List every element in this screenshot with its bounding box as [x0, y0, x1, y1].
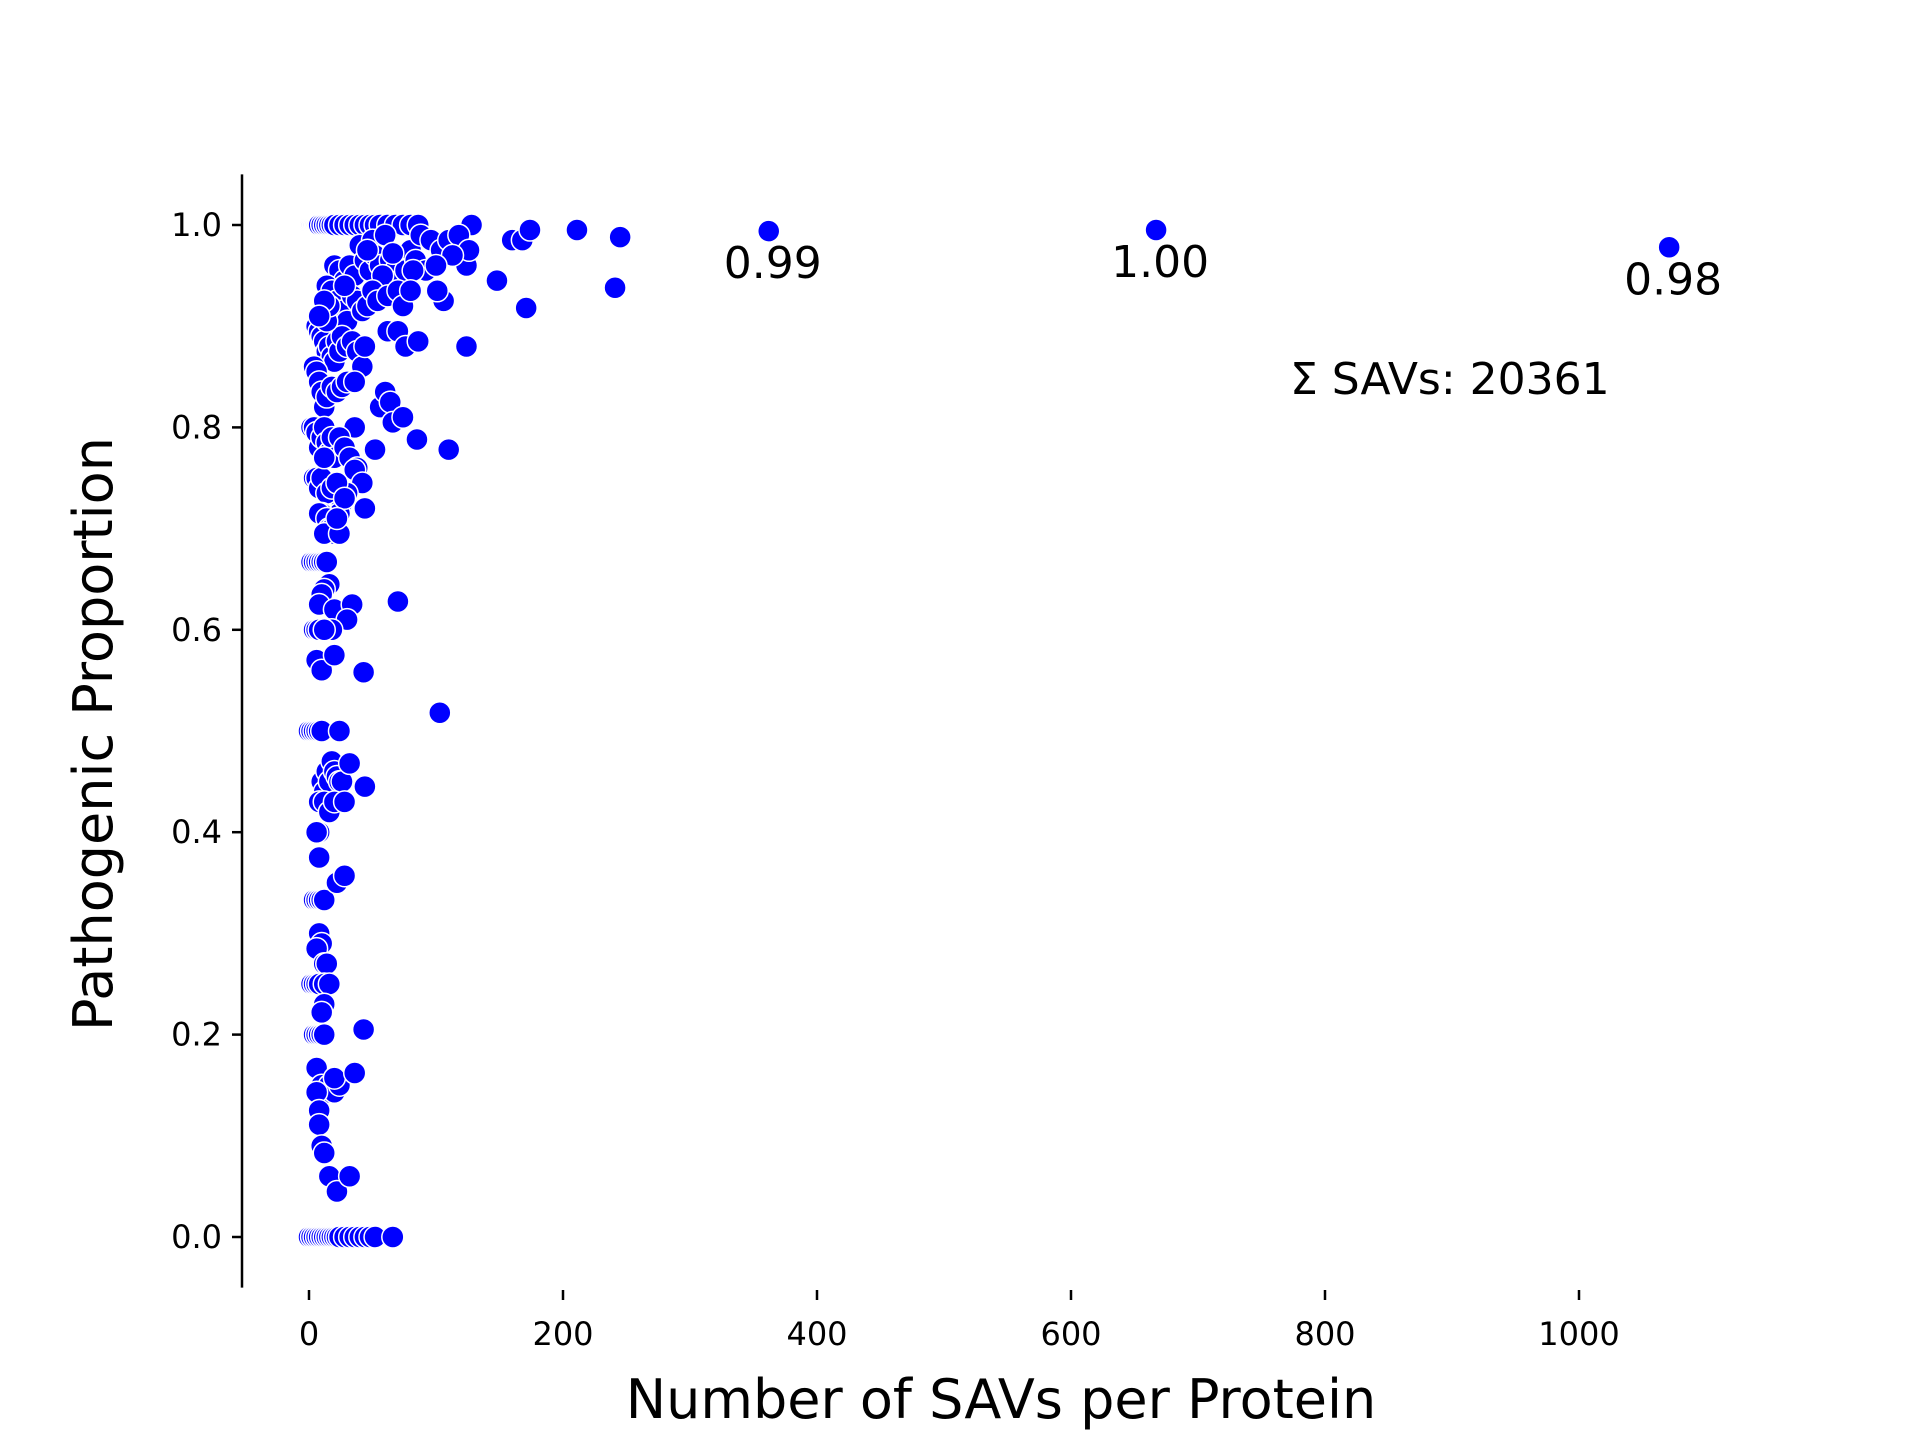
scatter-point — [309, 658, 334, 683]
scatter-point — [363, 437, 387, 462]
scatter-point — [428, 701, 452, 725]
point-value-label: 0.98 — [1624, 254, 1722, 305]
x-axis-label: Number of SAVs per Protein — [626, 1368, 1376, 1431]
scatter-point — [309, 1000, 334, 1025]
scatter-point — [307, 845, 331, 870]
scatter-point — [406, 329, 430, 354]
total-savs-annotation: Σ SAVs: 20361 — [1290, 354, 1610, 405]
point-value-label: 0.99 — [724, 238, 822, 289]
scatter-point — [342, 370, 367, 394]
scatter-point — [398, 279, 423, 303]
scatter-point — [307, 1112, 331, 1137]
y-tick-label: 1.0 — [171, 206, 222, 244]
x-tick-label: 200 — [532, 1315, 593, 1353]
scatter-point — [322, 643, 347, 667]
scatter-point — [485, 268, 509, 293]
scatter-point — [436, 437, 461, 462]
y-tick-label: 0.8 — [171, 408, 222, 446]
scatter-point — [381, 1225, 405, 1249]
scatter-point — [337, 1164, 362, 1189]
scatter-point — [332, 486, 357, 510]
scatter-point — [351, 1017, 376, 1042]
scatter-point — [332, 273, 357, 298]
scatter-point — [518, 218, 542, 242]
scatter-point — [322, 1066, 347, 1090]
y-tick-label: 0.2 — [171, 1016, 222, 1054]
x-tick-label: 400 — [786, 1315, 847, 1353]
scatter-point — [312, 1141, 336, 1165]
x-axis-ticks: 0 200 400 600 800 1000 — [299, 1290, 1620, 1353]
scatter-point — [351, 660, 376, 685]
scatter-point — [317, 972, 342, 996]
y-axis-label: Pathogenic Proportion — [62, 437, 125, 1031]
scatter-point — [312, 888, 336, 912]
labeled-points: 0.99 1.00 0.98 — [724, 218, 1722, 305]
labeled-scatter-point — [756, 219, 781, 243]
labeled-scatter-point — [1657, 235, 1681, 260]
scatter-point — [608, 225, 632, 249]
labeled-scatter-point — [1144, 218, 1168, 242]
scatter-point — [424, 253, 448, 278]
scatter-point — [315, 550, 339, 574]
x-tick-label: 600 — [1040, 1315, 1101, 1353]
scatter-point — [405, 427, 429, 452]
scatter-point — [425, 279, 450, 303]
scatter-point — [386, 589, 410, 614]
scatter-point — [325, 1179, 349, 1204]
scatter-points — [297, 213, 632, 1249]
scatter-point — [315, 952, 339, 976]
scatter-point — [307, 304, 331, 328]
y-tick-label: 0.0 — [171, 1218, 222, 1256]
scatter-point — [353, 774, 377, 799]
scatter-point — [391, 405, 415, 430]
scatter-point — [327, 719, 352, 743]
scatter-point — [337, 751, 362, 776]
x-tick-label: 800 — [1294, 1315, 1355, 1353]
scatter-point — [381, 241, 405, 266]
scatter-point — [312, 618, 336, 642]
point-value-label: 1.00 — [1111, 237, 1209, 288]
scatter-point — [603, 275, 627, 300]
scatter-point — [514, 296, 538, 320]
scatter-point — [401, 258, 425, 283]
y-tick-label: 0.4 — [171, 813, 222, 851]
axes: 0 200 400 600 800 1000 0.0 0.2 0.4 0.6 0.8 1.0 — [171, 174, 1620, 1353]
scatter-point — [353, 496, 377, 521]
scatter-point — [325, 506, 349, 531]
scatter-point — [312, 446, 336, 470]
scatter-point — [342, 1061, 367, 1085]
scatter-point — [332, 863, 357, 888]
scatter-point — [565, 218, 589, 242]
x-tick-label: 1000 — [1538, 1315, 1619, 1353]
scatter-point — [353, 334, 377, 359]
y-axis-ticks: 0.0 0.2 0.4 0.6 0.8 1.0 — [171, 206, 242, 1256]
scatter-point — [332, 790, 357, 814]
scatter-point — [304, 820, 329, 844]
x-tick-label: 0 — [299, 1315, 319, 1353]
y-tick-label: 0.6 — [171, 611, 222, 649]
scatter-point — [355, 238, 380, 263]
scatter-point — [454, 334, 479, 359]
scatter-point — [312, 1022, 336, 1047]
